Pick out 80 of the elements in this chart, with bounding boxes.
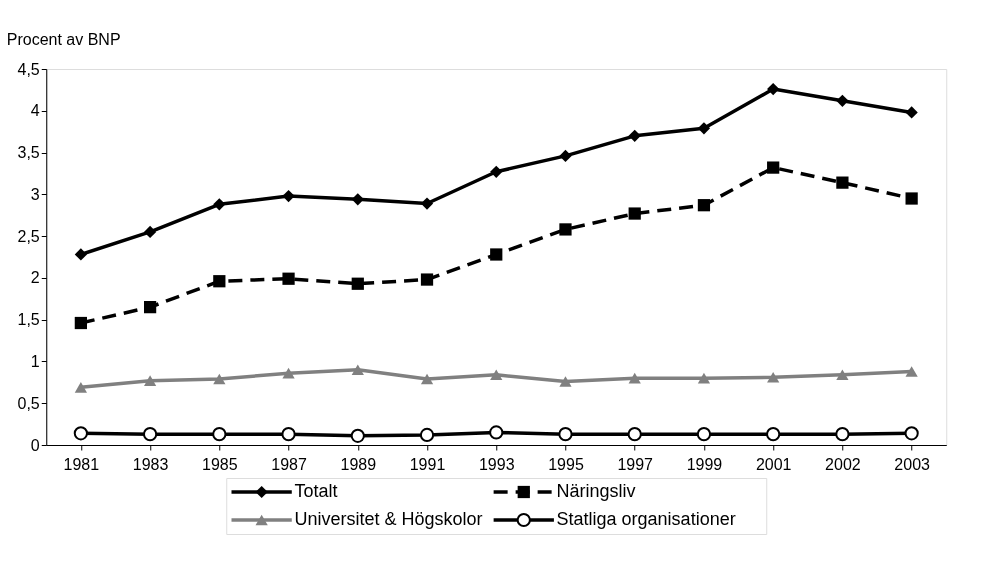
y-tick-label: 0 [30, 436, 40, 454]
point [143, 225, 157, 239]
y-tick-label: 3 [30, 185, 40, 203]
x-tick-label: 2001 [755, 455, 792, 473]
point [74, 248, 87, 261]
point [559, 223, 572, 236]
x-tick-label: 1987 [271, 455, 307, 473]
point [74, 316, 87, 330]
point [559, 376, 572, 387]
x-tick-label: 1999 [686, 455, 723, 473]
y-tick-label: 2,5 [17, 227, 40, 245]
point [212, 427, 227, 442]
point [767, 161, 780, 174]
point [559, 149, 572, 163]
point [282, 189, 295, 203]
point [836, 94, 849, 107]
point [420, 197, 434, 210]
y-tick-label: 0,5 [17, 394, 40, 412]
x-tick-label: 2003 [894, 455, 931, 473]
point [628, 372, 641, 384]
point [351, 193, 364, 206]
point [351, 277, 364, 290]
point [490, 165, 503, 178]
y-tick-label: 1 [30, 352, 40, 370]
point [628, 129, 641, 142]
point [74, 382, 87, 393]
point [905, 192, 918, 205]
point [905, 366, 918, 377]
point [697, 122, 711, 135]
point [350, 428, 365, 443]
point [489, 425, 504, 440]
point [836, 369, 849, 381]
point [143, 301, 157, 314]
point [142, 427, 158, 442]
x-tick-label: 1981 [63, 455, 100, 473]
point [419, 427, 435, 443]
point [213, 373, 226, 385]
point [420, 373, 434, 385]
point [767, 372, 780, 383]
legend-label: Statliga organisationer [556, 509, 736, 529]
point [697, 199, 711, 212]
point [696, 427, 712, 442]
point [213, 198, 226, 211]
x-tick-label: 1989 [340, 455, 377, 473]
y-tick-label: 4,5 [17, 60, 40, 78]
y-tick-label: 3,5 [17, 144, 40, 162]
point [490, 248, 503, 261]
x-tick-label: 1997 [617, 455, 654, 473]
x-tick-label: 1995 [548, 455, 584, 473]
point [766, 427, 781, 442]
legend-label: Universitet & Högskolor [294, 509, 483, 529]
point [420, 273, 434, 286]
x-tick-label: 1991 [409, 455, 446, 473]
point [628, 207, 641, 220]
x-tick-label: 1985 [202, 455, 238, 473]
x-tick-label: 2002 [825, 455, 861, 473]
x-tick-label: 1983 [132, 455, 169, 473]
point [627, 427, 642, 442]
point [213, 275, 226, 288]
point [836, 176, 849, 189]
y-axis-title: Procent av BNP [6, 30, 121, 48]
point [904, 426, 919, 441]
x-tick-label: 1993 [478, 455, 515, 473]
point [281, 427, 296, 442]
point [282, 367, 295, 379]
point [905, 106, 918, 119]
legend-label: Totalt [294, 481, 338, 501]
point [697, 372, 711, 384]
point [143, 375, 157, 386]
legend-label: Näringsliv [556, 481, 636, 501]
point [282, 272, 295, 285]
y-tick-label: 2 [30, 269, 40, 287]
y-tick-label: 4 [30, 102, 40, 120]
point [73, 426, 88, 441]
y-tick-label: 1,5 [17, 311, 40, 329]
point [490, 369, 503, 381]
point [835, 427, 850, 442]
point [558, 427, 573, 442]
point [767, 82, 780, 96]
point [351, 364, 364, 376]
